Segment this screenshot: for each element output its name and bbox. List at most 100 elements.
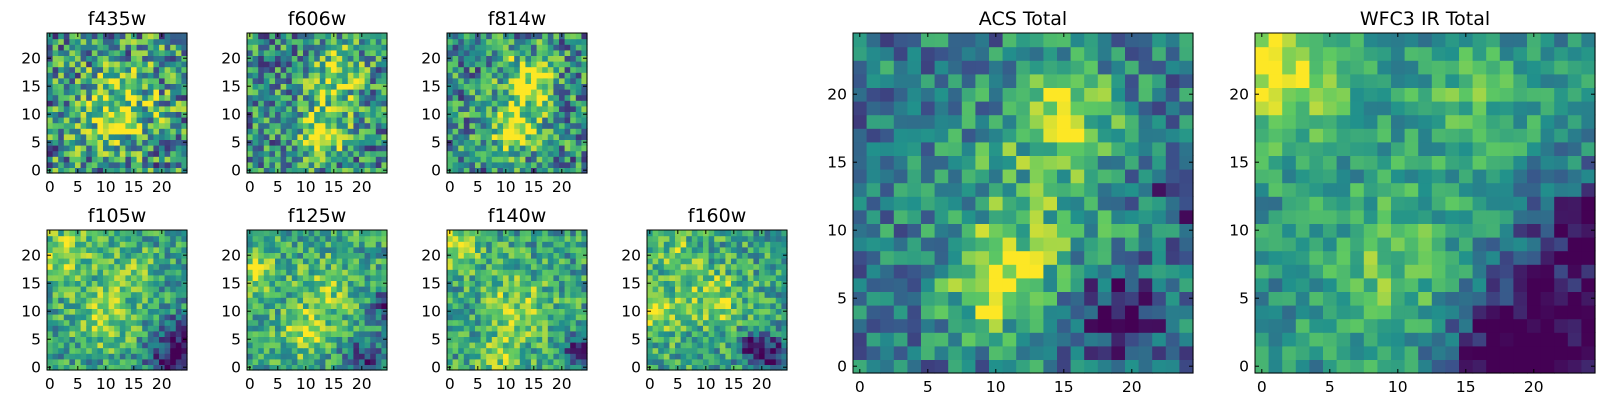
heatmap-cell bbox=[314, 161, 321, 168]
heatmap-cell bbox=[575, 66, 582, 73]
heatmap-cell bbox=[319, 246, 326, 253]
heatmap-cell bbox=[1057, 291, 1072, 306]
heatmap-cell bbox=[125, 33, 132, 40]
heatmap-cell bbox=[536, 286, 543, 293]
heatmap-cell bbox=[114, 325, 121, 332]
heatmap-cell bbox=[764, 319, 771, 326]
heatmap-cell bbox=[181, 117, 188, 124]
heatmap-cell bbox=[125, 342, 132, 349]
heatmap-cell bbox=[725, 280, 732, 287]
heatmap-cell bbox=[269, 347, 276, 354]
heatmap-cell bbox=[1138, 332, 1153, 347]
y-tick-label: 10 bbox=[621, 303, 641, 321]
heatmap-cell bbox=[247, 150, 254, 157]
heatmap-cell bbox=[47, 133, 54, 140]
heatmap-cell bbox=[747, 325, 754, 332]
heatmap-cell bbox=[447, 286, 454, 293]
heatmap-cell bbox=[536, 122, 543, 129]
heatmap-cell bbox=[258, 252, 265, 259]
heatmap-cell bbox=[564, 122, 571, 129]
heatmap-cell bbox=[325, 77, 332, 84]
heatmap-cell bbox=[136, 111, 143, 118]
heatmap-cell bbox=[1111, 196, 1126, 211]
heatmap-cell bbox=[1165, 196, 1180, 211]
heatmap-cell bbox=[559, 156, 566, 163]
heatmap-cell bbox=[342, 161, 349, 168]
heatmap-cell bbox=[581, 235, 588, 242]
heatmap-cell bbox=[181, 150, 188, 157]
heatmap-cell bbox=[263, 66, 270, 73]
heatmap-cell bbox=[131, 246, 138, 253]
heatmap-cell bbox=[147, 263, 154, 270]
y-tick-label: 5 bbox=[231, 331, 241, 349]
heatmap-cell bbox=[153, 286, 160, 293]
heatmap-cell bbox=[753, 263, 760, 270]
heatmap-cell bbox=[921, 291, 936, 306]
heatmap-cell bbox=[669, 258, 676, 265]
heatmap-cell bbox=[731, 330, 738, 337]
heatmap-cell bbox=[742, 235, 749, 242]
heatmap-cell bbox=[175, 291, 182, 298]
heatmap-cell bbox=[486, 252, 493, 259]
heatmap-cell bbox=[359, 150, 366, 157]
heatmap-cell bbox=[447, 128, 454, 135]
heatmap-cell bbox=[497, 145, 504, 152]
heatmap-cell bbox=[480, 235, 487, 242]
heatmap-cell bbox=[263, 314, 270, 321]
x-tick-label: 20 bbox=[752, 375, 772, 393]
heatmap-cell bbox=[175, 330, 182, 337]
heatmap-cell bbox=[331, 280, 338, 287]
heatmap-cell bbox=[519, 49, 526, 56]
heatmap-cell bbox=[63, 246, 70, 253]
heatmap-cell bbox=[880, 345, 895, 360]
heatmap-cell bbox=[921, 250, 936, 265]
heatmap-cell bbox=[69, 263, 76, 270]
heatmap-cell bbox=[1111, 182, 1126, 197]
heatmap-cell bbox=[719, 347, 726, 354]
heatmap-cell bbox=[342, 263, 349, 270]
heatmap-cell bbox=[781, 241, 788, 248]
heatmap-cell bbox=[1057, 209, 1072, 224]
heatmap-cell bbox=[719, 297, 726, 304]
heatmap-cell bbox=[69, 150, 76, 157]
heatmap-cell bbox=[63, 336, 70, 343]
heatmap-cell bbox=[669, 336, 676, 343]
heatmap-cell bbox=[308, 38, 315, 45]
heatmap-cell bbox=[359, 252, 366, 259]
heatmap-cell bbox=[975, 169, 990, 184]
heatmap-cell bbox=[525, 105, 532, 112]
heatmap-cell bbox=[275, 319, 282, 326]
heatmap-cell bbox=[181, 49, 188, 56]
heatmap-cell bbox=[291, 117, 298, 124]
heatmap-cell bbox=[131, 150, 138, 157]
heatmap-cell bbox=[75, 336, 82, 343]
heatmap-cell bbox=[303, 297, 310, 304]
heatmap-cell bbox=[508, 94, 515, 101]
heatmap-cell bbox=[1125, 264, 1140, 279]
heatmap-cell bbox=[131, 161, 138, 168]
heatmap-cell bbox=[263, 286, 270, 293]
heatmap-cell bbox=[97, 145, 104, 152]
heatmap-cell bbox=[97, 263, 104, 270]
heatmap-cell bbox=[80, 252, 87, 259]
heatmap-cell bbox=[375, 336, 382, 343]
heatmap-cell bbox=[497, 38, 504, 45]
heatmap-cell bbox=[553, 308, 560, 315]
heatmap-cell bbox=[525, 94, 532, 101]
heatmap-cell bbox=[370, 61, 377, 68]
heatmap-cell bbox=[108, 89, 115, 96]
heatmap-cell bbox=[536, 263, 543, 270]
heatmap-cell bbox=[159, 252, 166, 259]
heatmap-cell bbox=[559, 117, 566, 124]
heatmap-cell bbox=[314, 230, 321, 237]
heatmap-cell bbox=[325, 269, 332, 276]
heatmap-cell bbox=[336, 308, 343, 315]
heatmap-cell bbox=[725, 325, 732, 332]
heatmap-cell bbox=[125, 319, 132, 326]
heatmap-cell bbox=[714, 297, 721, 304]
heatmap-cell bbox=[314, 122, 321, 129]
heatmap-cell bbox=[331, 269, 338, 276]
heatmap-cell bbox=[342, 83, 349, 90]
heatmap-cell bbox=[907, 264, 922, 279]
heatmap-cell bbox=[97, 139, 104, 146]
